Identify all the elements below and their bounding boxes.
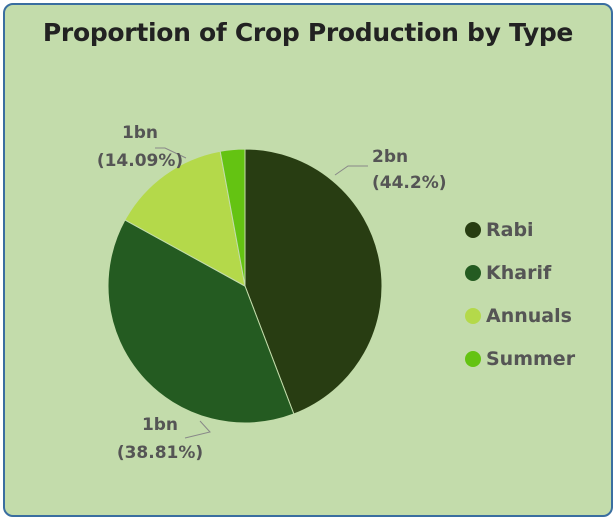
data-label-percent-kharif: (38.81%) (117, 443, 203, 463)
legend: Rabi Kharif Annuals Summer (465, 208, 575, 380)
pie-slice-rabi (244, 148, 383, 415)
pie-slice-kharif (107, 219, 295, 424)
leader-line-annuals (155, 147, 187, 159)
legend-item-kharif: Kharif (465, 251, 575, 294)
legend-label-annuals: Annuals (486, 304, 572, 327)
legend-item-annuals: Annuals (465, 294, 575, 337)
legend-swatch-kharif (465, 264, 481, 281)
data-label-percent-rabi: (44.2%) (372, 173, 447, 193)
leader-line-kharif (184, 420, 211, 439)
legend-label-kharif: Kharif (486, 261, 552, 284)
data-label-value-kharif: 1bn (142, 415, 178, 435)
leader-line-rabi (334, 165, 368, 176)
data-label-value-annuals: 1bn (122, 123, 158, 143)
legend-label-summer: Summer (486, 347, 576, 370)
legend-swatch-annuals (465, 307, 481, 324)
legend-item-rabi: Rabi (465, 208, 575, 251)
data-label-value-rabi: 2bn (372, 147, 408, 167)
legend-item-summer: Summer (465, 337, 575, 380)
legend-swatch-summer (465, 350, 481, 367)
data-label-percent-annuals: (14.09%) (97, 151, 183, 171)
legend-swatch-rabi (465, 221, 481, 238)
pie-slice-summer (219, 148, 246, 287)
pie-slice-annuals (124, 150, 246, 287)
chart-title: Proportion of Crop Production by Type (42, 18, 574, 47)
legend-label-rabi: Rabi (486, 218, 534, 241)
